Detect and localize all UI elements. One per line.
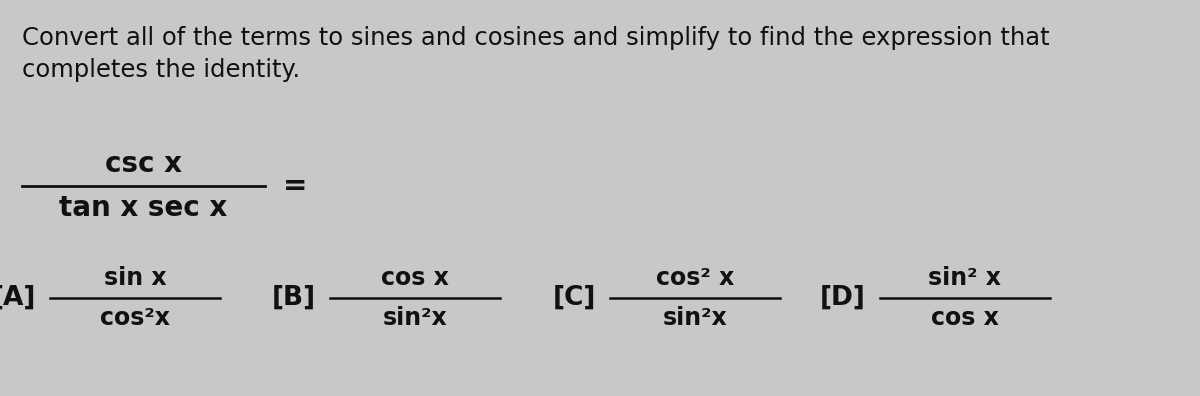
- Text: Convert all of the terms to sines and cosines and simplify to find the expressio: Convert all of the terms to sines and co…: [22, 26, 1050, 50]
- Text: [D]: [D]: [820, 285, 866, 311]
- Text: cos²x: cos²x: [100, 306, 170, 330]
- Text: cos² x: cos² x: [656, 266, 734, 290]
- Text: tan x sec x: tan x sec x: [59, 194, 228, 222]
- Text: cos x: cos x: [931, 306, 998, 330]
- Text: sin²x: sin²x: [662, 306, 727, 330]
- Text: sin² x: sin² x: [929, 266, 1002, 290]
- Text: [B]: [B]: [272, 285, 316, 311]
- Text: sin²x: sin²x: [383, 306, 448, 330]
- Text: =: =: [283, 172, 307, 200]
- Text: completes the identity.: completes the identity.: [22, 58, 300, 82]
- Text: [A]: [A]: [0, 285, 36, 311]
- Text: sin x: sin x: [103, 266, 167, 290]
- Text: [C]: [C]: [553, 285, 596, 311]
- Text: csc x: csc x: [106, 150, 182, 178]
- Text: cos x: cos x: [382, 266, 449, 290]
